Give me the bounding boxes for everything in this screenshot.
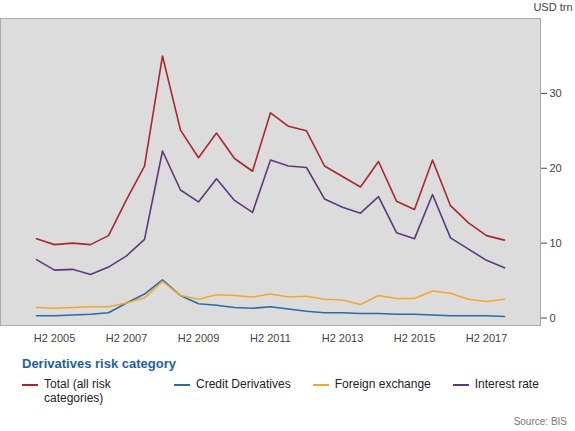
html-text:Source: BIS: Source: BIS: [513, 416, 567, 427]
svg-text:H2 2017: H2 2017: [466, 332, 508, 344]
svg-text:H2 2015: H2 2015: [394, 332, 436, 344]
svg-text:10: 10: [550, 237, 562, 249]
svg-text:USD trn: USD trn: [533, 1, 572, 13]
html-text:Total (all risk categories): Total (all risk categories): [44, 377, 111, 405]
svg-text:30: 30: [550, 87, 562, 99]
html-text:Interest rate: Interest rate: [474, 377, 539, 391]
html-text:Foreign exchange: Foreign exchange: [334, 377, 431, 391]
svg-text:H2 2009: H2 2009: [178, 332, 220, 344]
svg-text:20: 20: [550, 162, 562, 174]
svg-text:H2 2013: H2 2013: [322, 332, 364, 344]
html-text:Derivatives risk category: Derivatives risk category: [22, 356, 176, 371]
html-text:Credit Derivatives: Credit Derivatives: [196, 377, 291, 391]
svg-text:H2 2005: H2 2005: [34, 332, 76, 344]
svg-text:H2 2011: H2 2011: [250, 332, 291, 344]
svg-text:H2 2007: H2 2007: [106, 332, 148, 344]
svg-text:0: 0: [550, 312, 556, 324]
